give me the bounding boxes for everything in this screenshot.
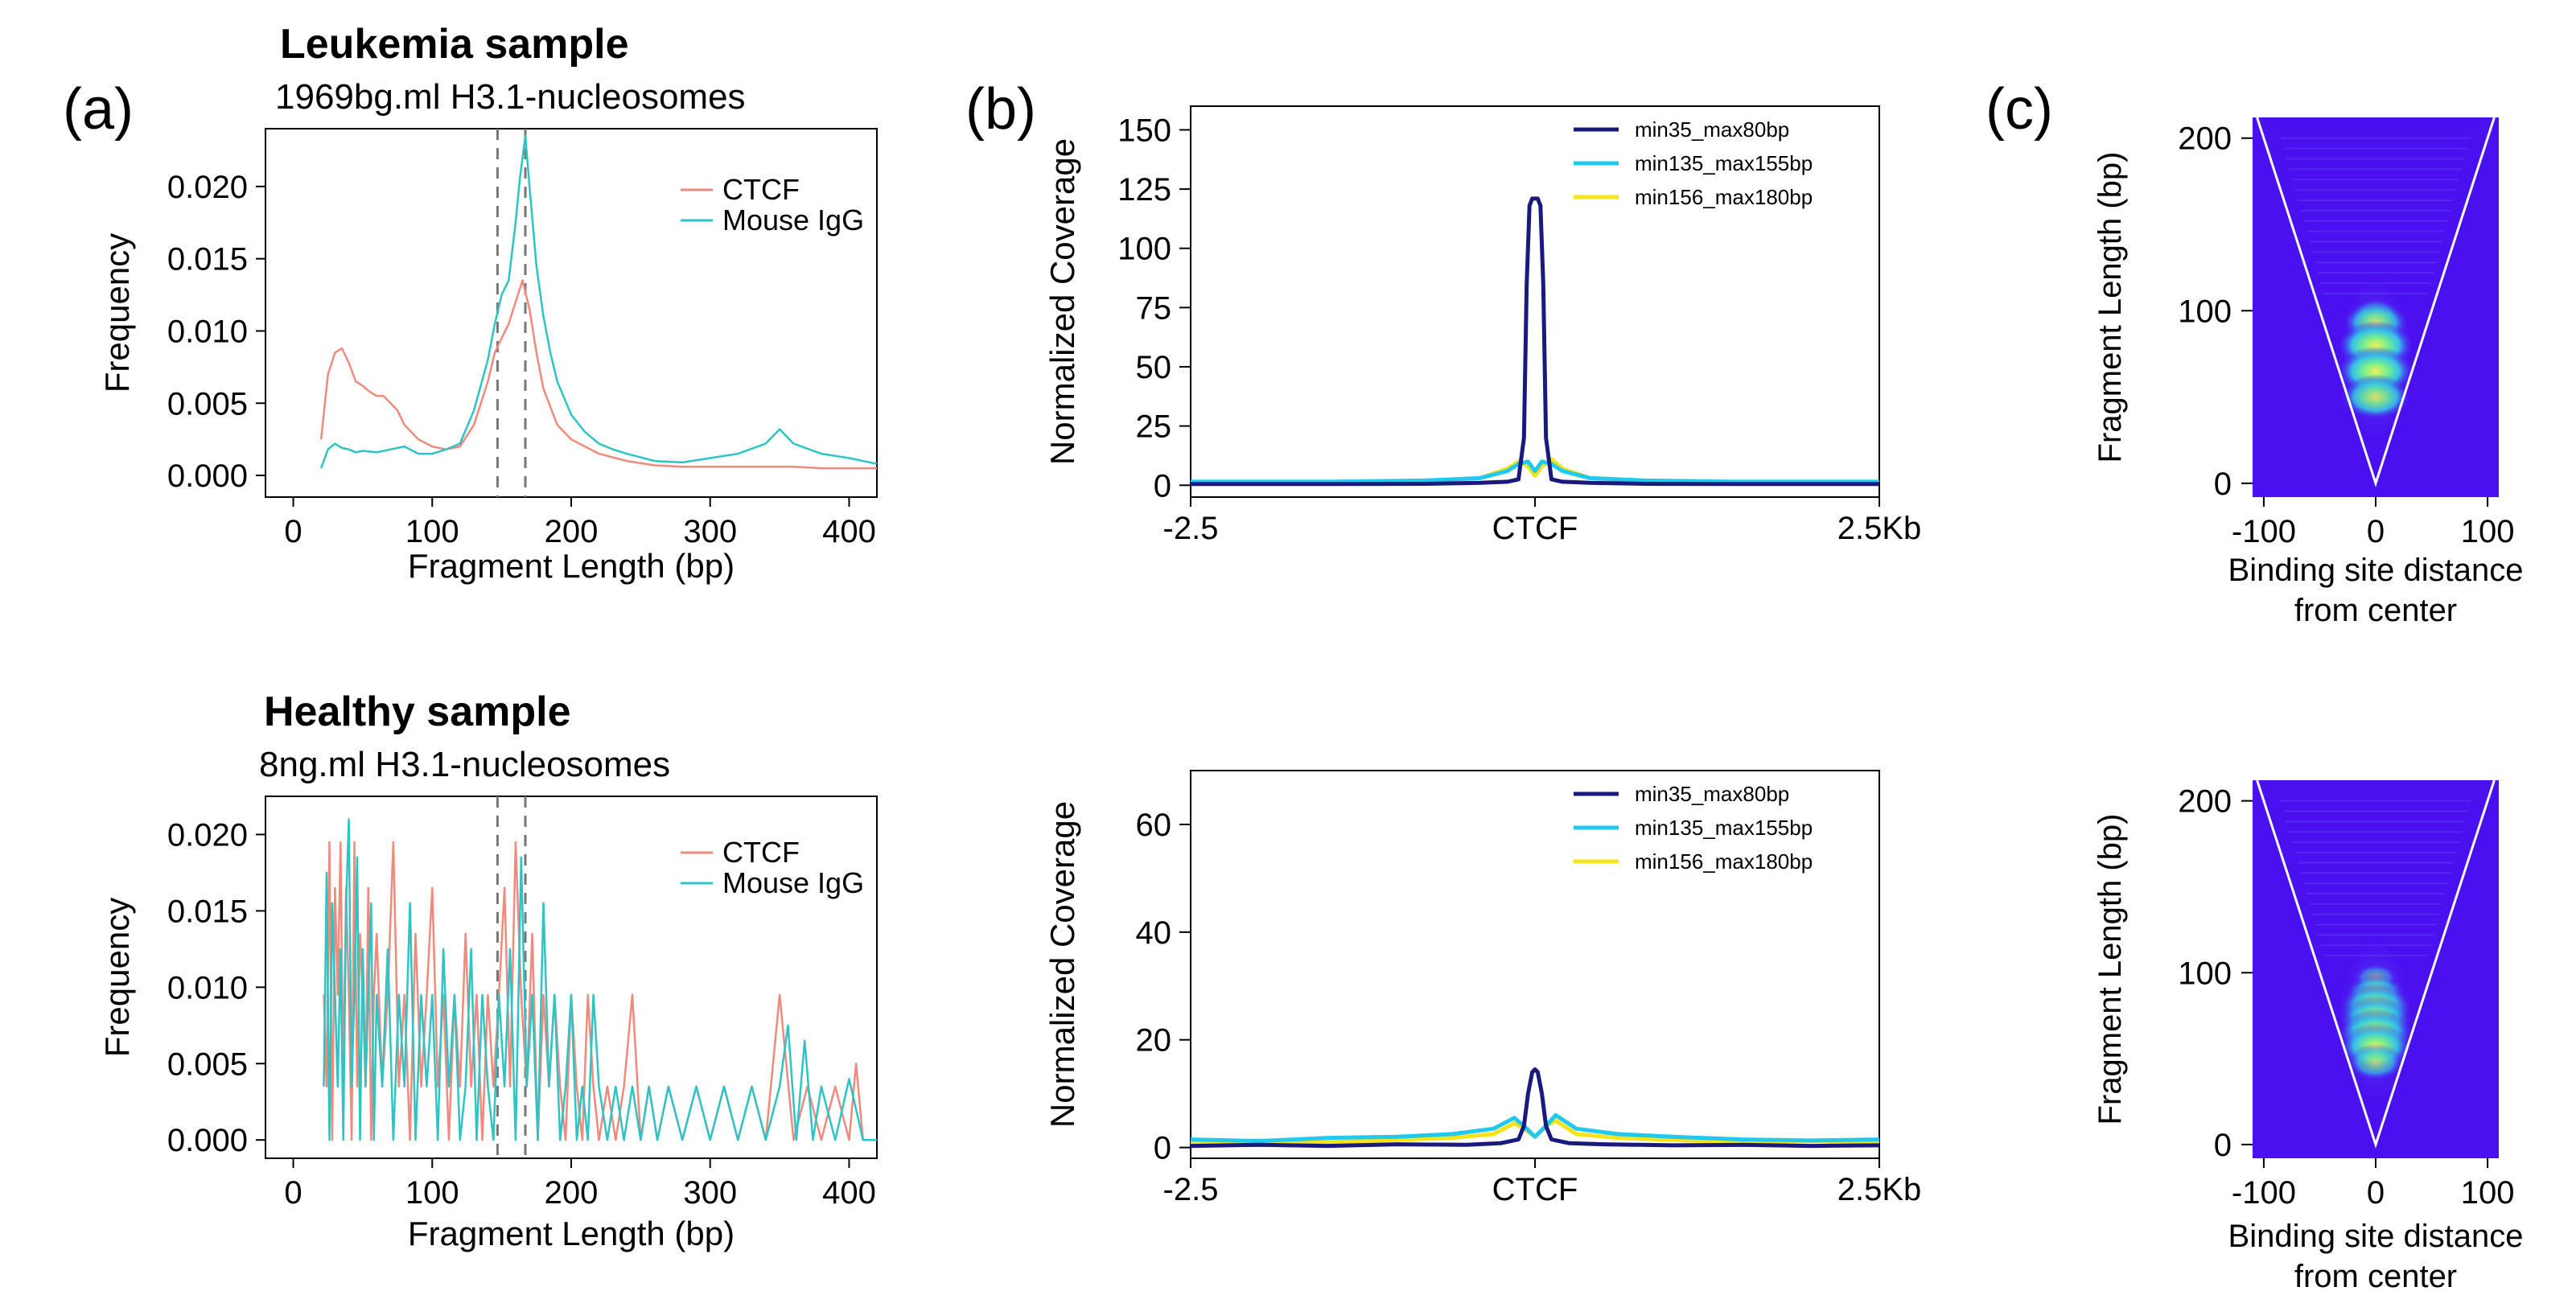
x-tick-label: 100 <box>2461 514 2515 549</box>
y-axis-label: Frequency <box>98 898 136 1057</box>
heatmap-texture <box>2280 137 2471 294</box>
x-tick-label: 100 <box>405 1175 459 1211</box>
x-tick-label: 300 <box>683 1175 737 1211</box>
x-axis-label: Fragment Length (bp) <box>408 1215 735 1252</box>
y-tick-label: 0.005 <box>167 1046 248 1082</box>
y-tick-label: 150 <box>1117 113 1171 148</box>
chart-title: Leukemia sample <box>280 21 629 68</box>
y-axis-label: Normalized Coverage <box>1043 138 1081 465</box>
legend-label: Mouse IgG <box>722 204 864 236</box>
chart-a-bottom: Healthy sample 8ng.ml H3.1-nucleosomes 0.0… <box>98 689 878 1252</box>
series-line-min35_max80bp <box>1191 196 1879 487</box>
y-tick-label: 125 <box>1117 172 1171 208</box>
x-axis-label-line2: from center <box>2294 1259 2457 1291</box>
legend-label: CTCF <box>722 836 800 869</box>
y-tick-label: 0.000 <box>167 1123 248 1158</box>
x-tick-label: 2.5Kb <box>1837 1172 1922 1207</box>
x-tick-label: CTCF <box>1492 511 1578 546</box>
y-tick-label: 0 <box>1154 468 1171 504</box>
series-line-min35_max80bp <box>1190 1067 1880 1149</box>
chart-b-top: 0 25 50 75 100 125 150 -2.5 CTCF 2.5Kb Normalized … <box>1043 105 1922 546</box>
x-tick-label: 400 <box>822 514 876 549</box>
y-axis-label: Fragment Length (bp) <box>2092 152 2128 463</box>
x-tick-label: -2.5 <box>1163 1172 1219 1207</box>
y-axis-label: Fragment Length (bp) <box>2092 814 2128 1125</box>
x-axis-label-line2: from center <box>2294 593 2457 628</box>
series-line-min135_max155bp <box>1190 1112 1880 1144</box>
x-tick-label: 2.5Kb <box>1837 511 1922 546</box>
series-line-ctcf <box>319 279 877 470</box>
chart-b-bottom: 0 20 40 60 -2.5 CTCF 2.5Kb Normalized Coverage m… <box>1043 770 1922 1207</box>
y-tick-label: 0.020 <box>167 817 248 853</box>
x-tick-label: 200 <box>545 514 599 549</box>
legend-label: min35_max80bp <box>1635 117 1789 142</box>
x-tick-label: -100 <box>2232 1175 2296 1211</box>
series-line-mouse-igg <box>323 818 877 1141</box>
chart-a-top: Leukemia sample 1969bg.ml H3.1-nucleosome… <box>98 21 878 585</box>
y-tick-label: 200 <box>2178 784 2232 820</box>
x-tick-label: 0 <box>2367 1175 2385 1211</box>
x-tick-label: 0 <box>284 514 302 549</box>
legend-label: min156_max180bp <box>1635 185 1813 209</box>
y-tick-label: 0 <box>2214 467 2232 502</box>
legend-label: min135_max155bp <box>1635 816 1813 840</box>
v-outline <box>2256 117 2496 487</box>
x-tick-label: 400 <box>822 1175 876 1211</box>
y-tick-label: 75 <box>1136 290 1172 326</box>
v-outline <box>2256 779 2496 1149</box>
x-axis-label: Fragment Length (bp) <box>408 547 735 585</box>
legend-label: min135_max155bp <box>1635 151 1813 175</box>
heatmap-hotspot <box>2347 1043 2405 1080</box>
y-axis-label: Normalized Coverage <box>1043 801 1081 1128</box>
y-tick-label: 50 <box>1136 350 1172 385</box>
x-tick-label: 300 <box>683 514 737 549</box>
y-tick-label: 100 <box>1117 232 1171 267</box>
chart-title: Healthy sample <box>264 689 571 735</box>
y-tick-label: 200 <box>2178 121 2232 157</box>
x-tick-label: 200 <box>545 1175 599 1211</box>
y-tick-label: 100 <box>2178 294 2232 329</box>
x-axis-label-line1: Binding site distance <box>2228 1219 2524 1254</box>
x-axis-label-line1: Binding site distance <box>2228 553 2524 588</box>
x-tick-label: -100 <box>2232 514 2296 549</box>
heatmap-texture <box>2280 800 2471 956</box>
y-tick-label: 0.000 <box>167 458 248 494</box>
y-tick-label: 100 <box>2178 956 2232 991</box>
y-tick-label: 0.010 <box>167 970 248 1005</box>
x-tick-label: 100 <box>405 514 459 549</box>
chart-subtitle: 1969bg.ml H3.1-nucleosomes <box>275 77 746 117</box>
series-line-mouse-igg <box>319 134 878 469</box>
legend-label: min156_max180bp <box>1635 849 1813 874</box>
y-tick-label: 0.005 <box>167 386 248 421</box>
series-line-min135_max155bp <box>1191 459 1879 484</box>
x-tick-label: 0 <box>2367 514 2385 549</box>
y-tick-label: 0.010 <box>167 314 248 349</box>
y-tick-label: 25 <box>1136 409 1172 445</box>
panel-label-a: (a) <box>63 77 134 142</box>
x-tick-label: 100 <box>2461 1175 2515 1211</box>
x-tick-label: 0 <box>284 1175 302 1211</box>
y-tick-label: 0.015 <box>167 894 248 929</box>
y-axis-label: Frequency <box>98 233 136 393</box>
y-tick-label: 40 <box>1136 915 1172 951</box>
chart-subtitle: 8ng.ml H3.1-nucleosomes <box>259 745 670 784</box>
y-tick-label: 0 <box>2214 1128 2232 1163</box>
panel-label-c: (c) <box>1985 77 2053 142</box>
x-tick-label: CTCF <box>1492 1172 1578 1207</box>
y-tick-label: 60 <box>1136 808 1172 843</box>
heatmap-hotspot <box>2340 374 2411 420</box>
legend-label: Mouse IgG <box>722 866 864 899</box>
y-tick-label: 0.015 <box>167 242 248 278</box>
y-tick-label: 20 <box>1136 1023 1172 1059</box>
y-tick-label: 0.020 <box>167 170 248 205</box>
legend-label: CTCF <box>722 173 800 206</box>
y-tick-label: 0 <box>1154 1131 1171 1166</box>
panel-label-b: (b) <box>965 77 1036 142</box>
x-tick-label: -2.5 <box>1163 511 1219 546</box>
legend-label: min35_max80bp <box>1635 782 1789 806</box>
